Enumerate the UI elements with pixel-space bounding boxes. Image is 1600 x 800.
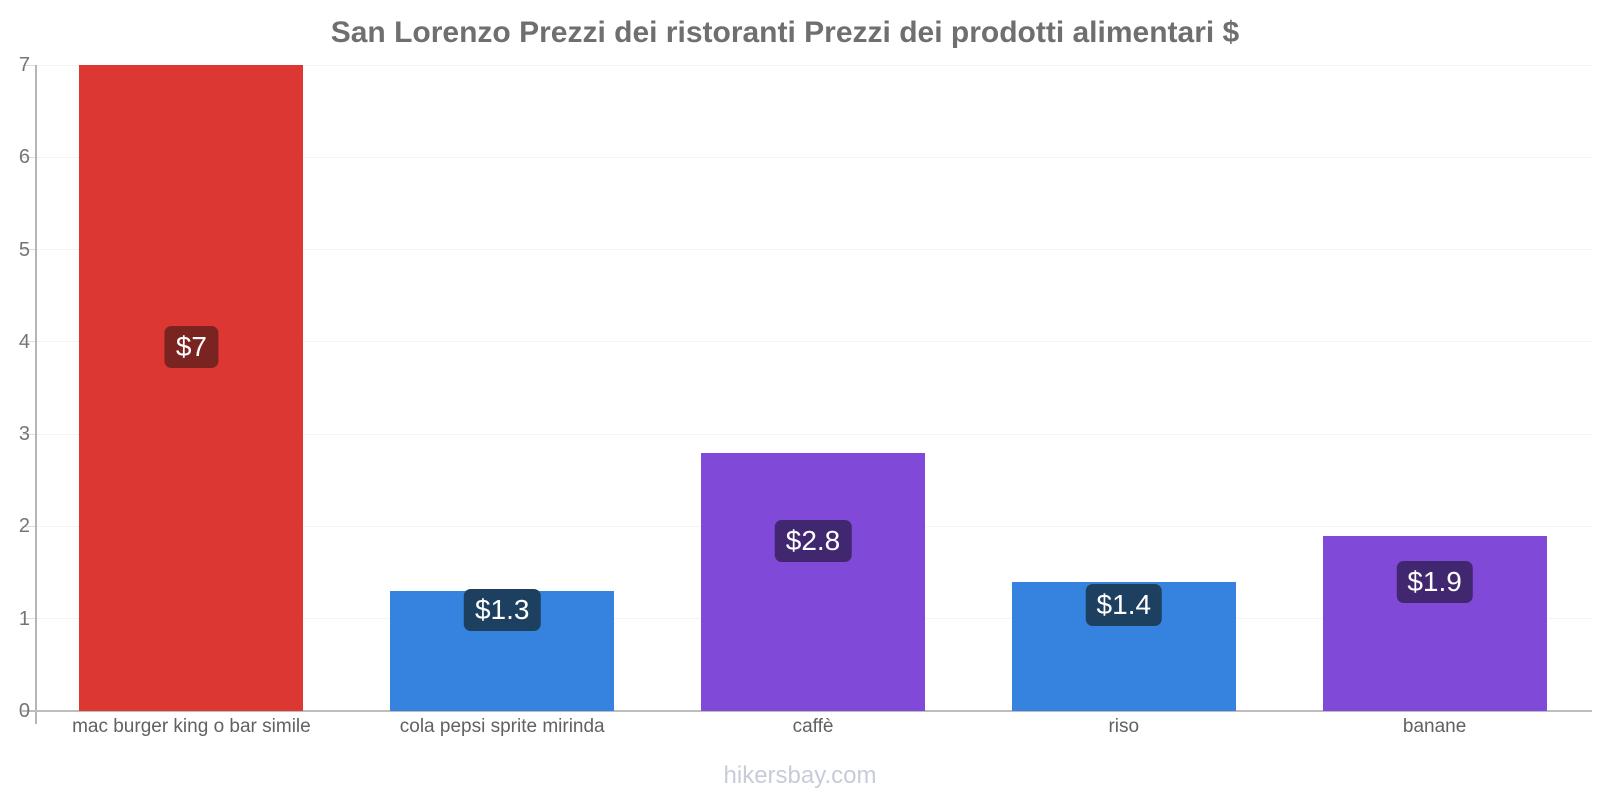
- watermark-hikersbay: hikersbay.com: [723, 762, 877, 789]
- gridline: [37, 156, 1591, 158]
- x-axis-label: riso: [1108, 716, 1140, 737]
- y-tick-label: 3: [18, 423, 30, 446]
- chart-title: San Lorenzo Prezzi dei ristoranti Prezzi…: [330, 16, 1240, 49]
- bar-mac-burger-king-o-bar-simile[interactable]: $7: [79, 65, 304, 711]
- y-axis-line: [35, 65, 37, 724]
- y-tick-label: 6: [18, 146, 30, 169]
- bar-value-label: $1.4: [1085, 584, 1163, 627]
- y-tick-label: 5: [18, 238, 30, 261]
- x-axis-baseline: [22, 710, 1592, 712]
- y-tick-mark: [22, 249, 35, 251]
- y-tick-label: 1: [18, 607, 30, 630]
- bar-value-label: $1.9: [1396, 561, 1473, 604]
- bar-value-label: $1.3: [463, 589, 541, 631]
- y-tick-mark: [22, 156, 35, 158]
- y-tick-label: 7: [18, 54, 30, 76]
- gridline: [37, 341, 1591, 343]
- y-tick-label: 2: [18, 515, 30, 538]
- y-tick-mark: [22, 64, 35, 66]
- y-tick-label: 4: [18, 330, 30, 353]
- y-tick-mark: [22, 433, 35, 435]
- bar-caffè[interactable]: $2.8: [701, 452, 925, 711]
- x-axis-label: mac burger king o bar simile: [72, 716, 311, 737]
- y-tick-mark: [22, 525, 35, 527]
- gridline: [37, 433, 1591, 435]
- bar-riso[interactable]: $1.4: [1011, 581, 1236, 711]
- gridline: [37, 64, 1591, 66]
- gridline: [37, 249, 1591, 251]
- bar-value-label: $7: [164, 326, 218, 368]
- bar-cola-pepsi-sprite-mirinda[interactable]: $1.3: [390, 589, 615, 711]
- bar-banane[interactable]: $1.9: [1322, 535, 1547, 711]
- x-axis-label: banane: [1402, 716, 1467, 737]
- x-axis-label: cola pepsi sprite mirinda: [399, 716, 605, 737]
- x-axis-label: caffè: [792, 716, 834, 737]
- y-tick-mark: [22, 341, 35, 343]
- y-tick-label: 0: [18, 700, 30, 722]
- bar-value-label: $2.8: [774, 519, 852, 562]
- y-tick-mark: [22, 618, 35, 620]
